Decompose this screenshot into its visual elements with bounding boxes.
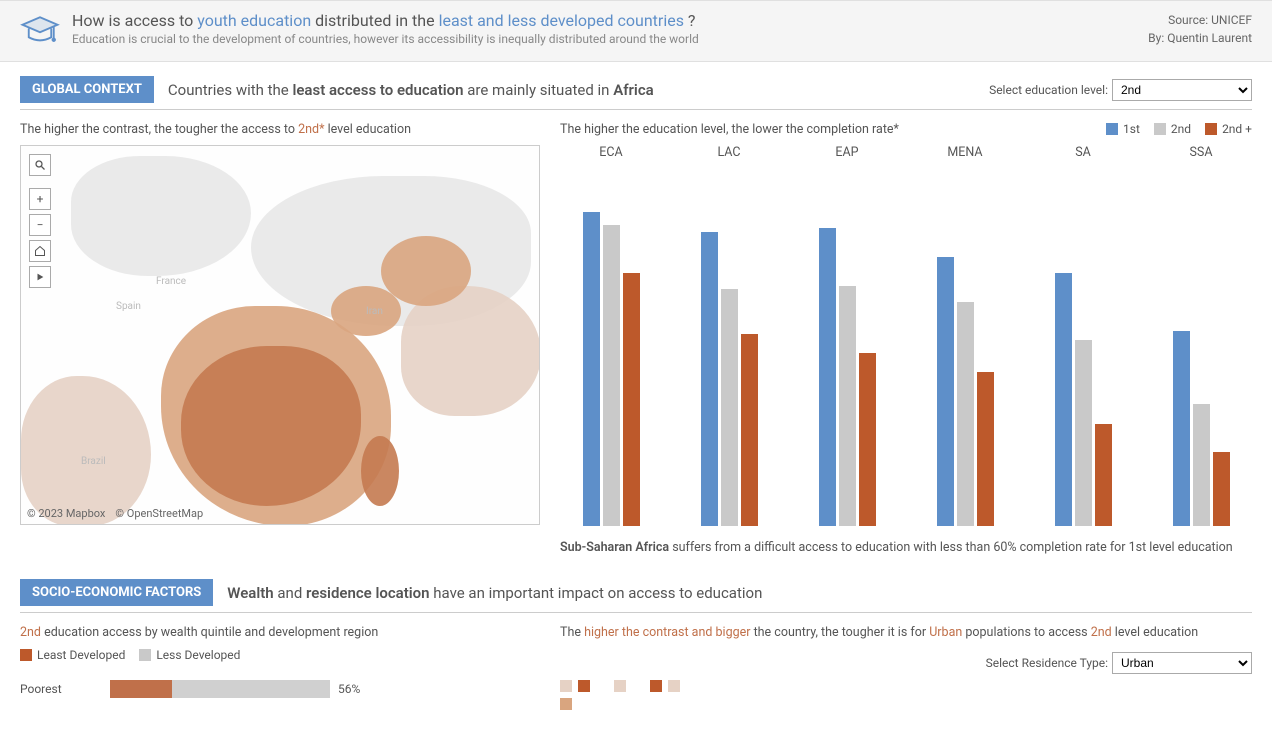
residence-type-label: Select Residence Type: — [986, 656, 1108, 670]
wealth-row-poorest: Poorest 56% — [20, 680, 540, 698]
socio-sentence: Wealth and residence location have an im… — [227, 584, 1252, 602]
completion-rate-bar-chart — [560, 170, 1252, 530]
map-label: France — [156, 276, 186, 287]
map-label: Iran — [366, 306, 383, 317]
chart-legend: 1st 2nd 2nd + — [1106, 122, 1252, 136]
choropleth-map[interactable]: + − France Spain Iran Brazil © 2023 Mapbox©… — [20, 145, 540, 525]
section-bar-socio: SOCIO-ECONOMIC FACTORS Wealth and reside… — [20, 579, 1252, 613]
chart-subhead: The higher the education level, the lowe… — [560, 122, 1106, 137]
bar — [839, 286, 856, 526]
bar — [859, 353, 876, 526]
bar — [701, 232, 718, 526]
map-region — [21, 376, 151, 525]
map-region — [361, 436, 399, 506]
legend-item: 2nd — [1154, 122, 1191, 136]
bar — [1055, 273, 1072, 526]
treemap-cell — [560, 698, 572, 710]
bar — [937, 257, 954, 526]
residence-subhead: The higher the contrast and bigger the c… — [560, 625, 1252, 640]
treemap-cell — [596, 680, 608, 692]
legend-item: Least Developed — [20, 648, 125, 662]
wealth-mini-legend: Least Developed Less Developed — [20, 648, 540, 662]
header-meta: Source: UNICEF By: Quentin Laurent — [1148, 11, 1252, 47]
residence-type-select[interactable]: Urban — [1112, 652, 1252, 674]
map-home-icon[interactable] — [29, 240, 51, 262]
badge-socio: SOCIO-ECONOMIC FACTORS — [20, 579, 213, 606]
education-level-select[interactable]: 2nd — [1112, 79, 1252, 101]
graduation-cap-icon — [20, 11, 60, 51]
page-title: How is access to youth education distrib… — [72, 11, 1148, 30]
page-subtitle: Education is crucial to the development … — [72, 32, 1148, 46]
bar — [1193, 404, 1210, 526]
group-label: MENA — [914, 145, 1016, 160]
header: How is access to youth education distrib… — [0, 0, 1272, 62]
bar — [977, 372, 994, 526]
bar — [583, 212, 600, 526]
wealth-subhead: 2nd education access by wealth quintile … — [20, 625, 540, 640]
map-attribution: © 2023 Mapbox© OpenStreetMap — [27, 507, 213, 520]
bar — [1075, 340, 1092, 526]
treemap-cell — [578, 680, 590, 692]
treemap-cell — [560, 680, 572, 692]
bar — [623, 273, 640, 526]
treemap-cell — [614, 680, 626, 692]
map-play-icon[interactable] — [29, 266, 51, 288]
group-label: SA — [1032, 145, 1134, 160]
map-zoom-out-icon[interactable]: − — [29, 214, 51, 236]
map-subhead: The higher the contrast, the tougher the… — [20, 122, 540, 137]
map-search-icon[interactable] — [29, 154, 51, 176]
legend-item: 1st — [1106, 122, 1140, 136]
bar — [1095, 424, 1112, 526]
section-bar-global: GLOBAL CONTEXT Countries with the least … — [20, 76, 1252, 110]
treemap-cell — [650, 680, 662, 692]
bar — [741, 334, 758, 526]
map-region — [71, 156, 251, 276]
group-label: SSA — [1150, 145, 1252, 160]
group-label: EAP — [796, 145, 898, 160]
education-level-label: Select education level: — [989, 83, 1108, 97]
chart-annotation: Sub-Saharan Africa suffers from a diffic… — [560, 540, 1252, 555]
residence-treemap-preview — [560, 680, 680, 710]
bar — [819, 228, 836, 526]
global-sentence: Countries with the least access to educa… — [168, 81, 989, 99]
legend-item: Less Developed — [139, 648, 240, 662]
group-label: LAC — [678, 145, 780, 160]
map-label: Brazil — [81, 456, 106, 467]
bar — [721, 289, 738, 526]
group-label: ECA — [560, 145, 662, 160]
badge-global-context: GLOBAL CONTEXT — [20, 76, 154, 103]
bar — [1173, 331, 1190, 526]
legend-item: 2nd + — [1205, 122, 1252, 136]
map-label: Spain — [116, 301, 141, 312]
bar — [603, 225, 620, 526]
bar — [957, 302, 974, 526]
treemap-cell — [668, 680, 680, 692]
treemap-cell — [632, 680, 644, 692]
map-zoom-in-icon[interactable]: + — [29, 188, 51, 210]
bar — [1213, 452, 1230, 526]
